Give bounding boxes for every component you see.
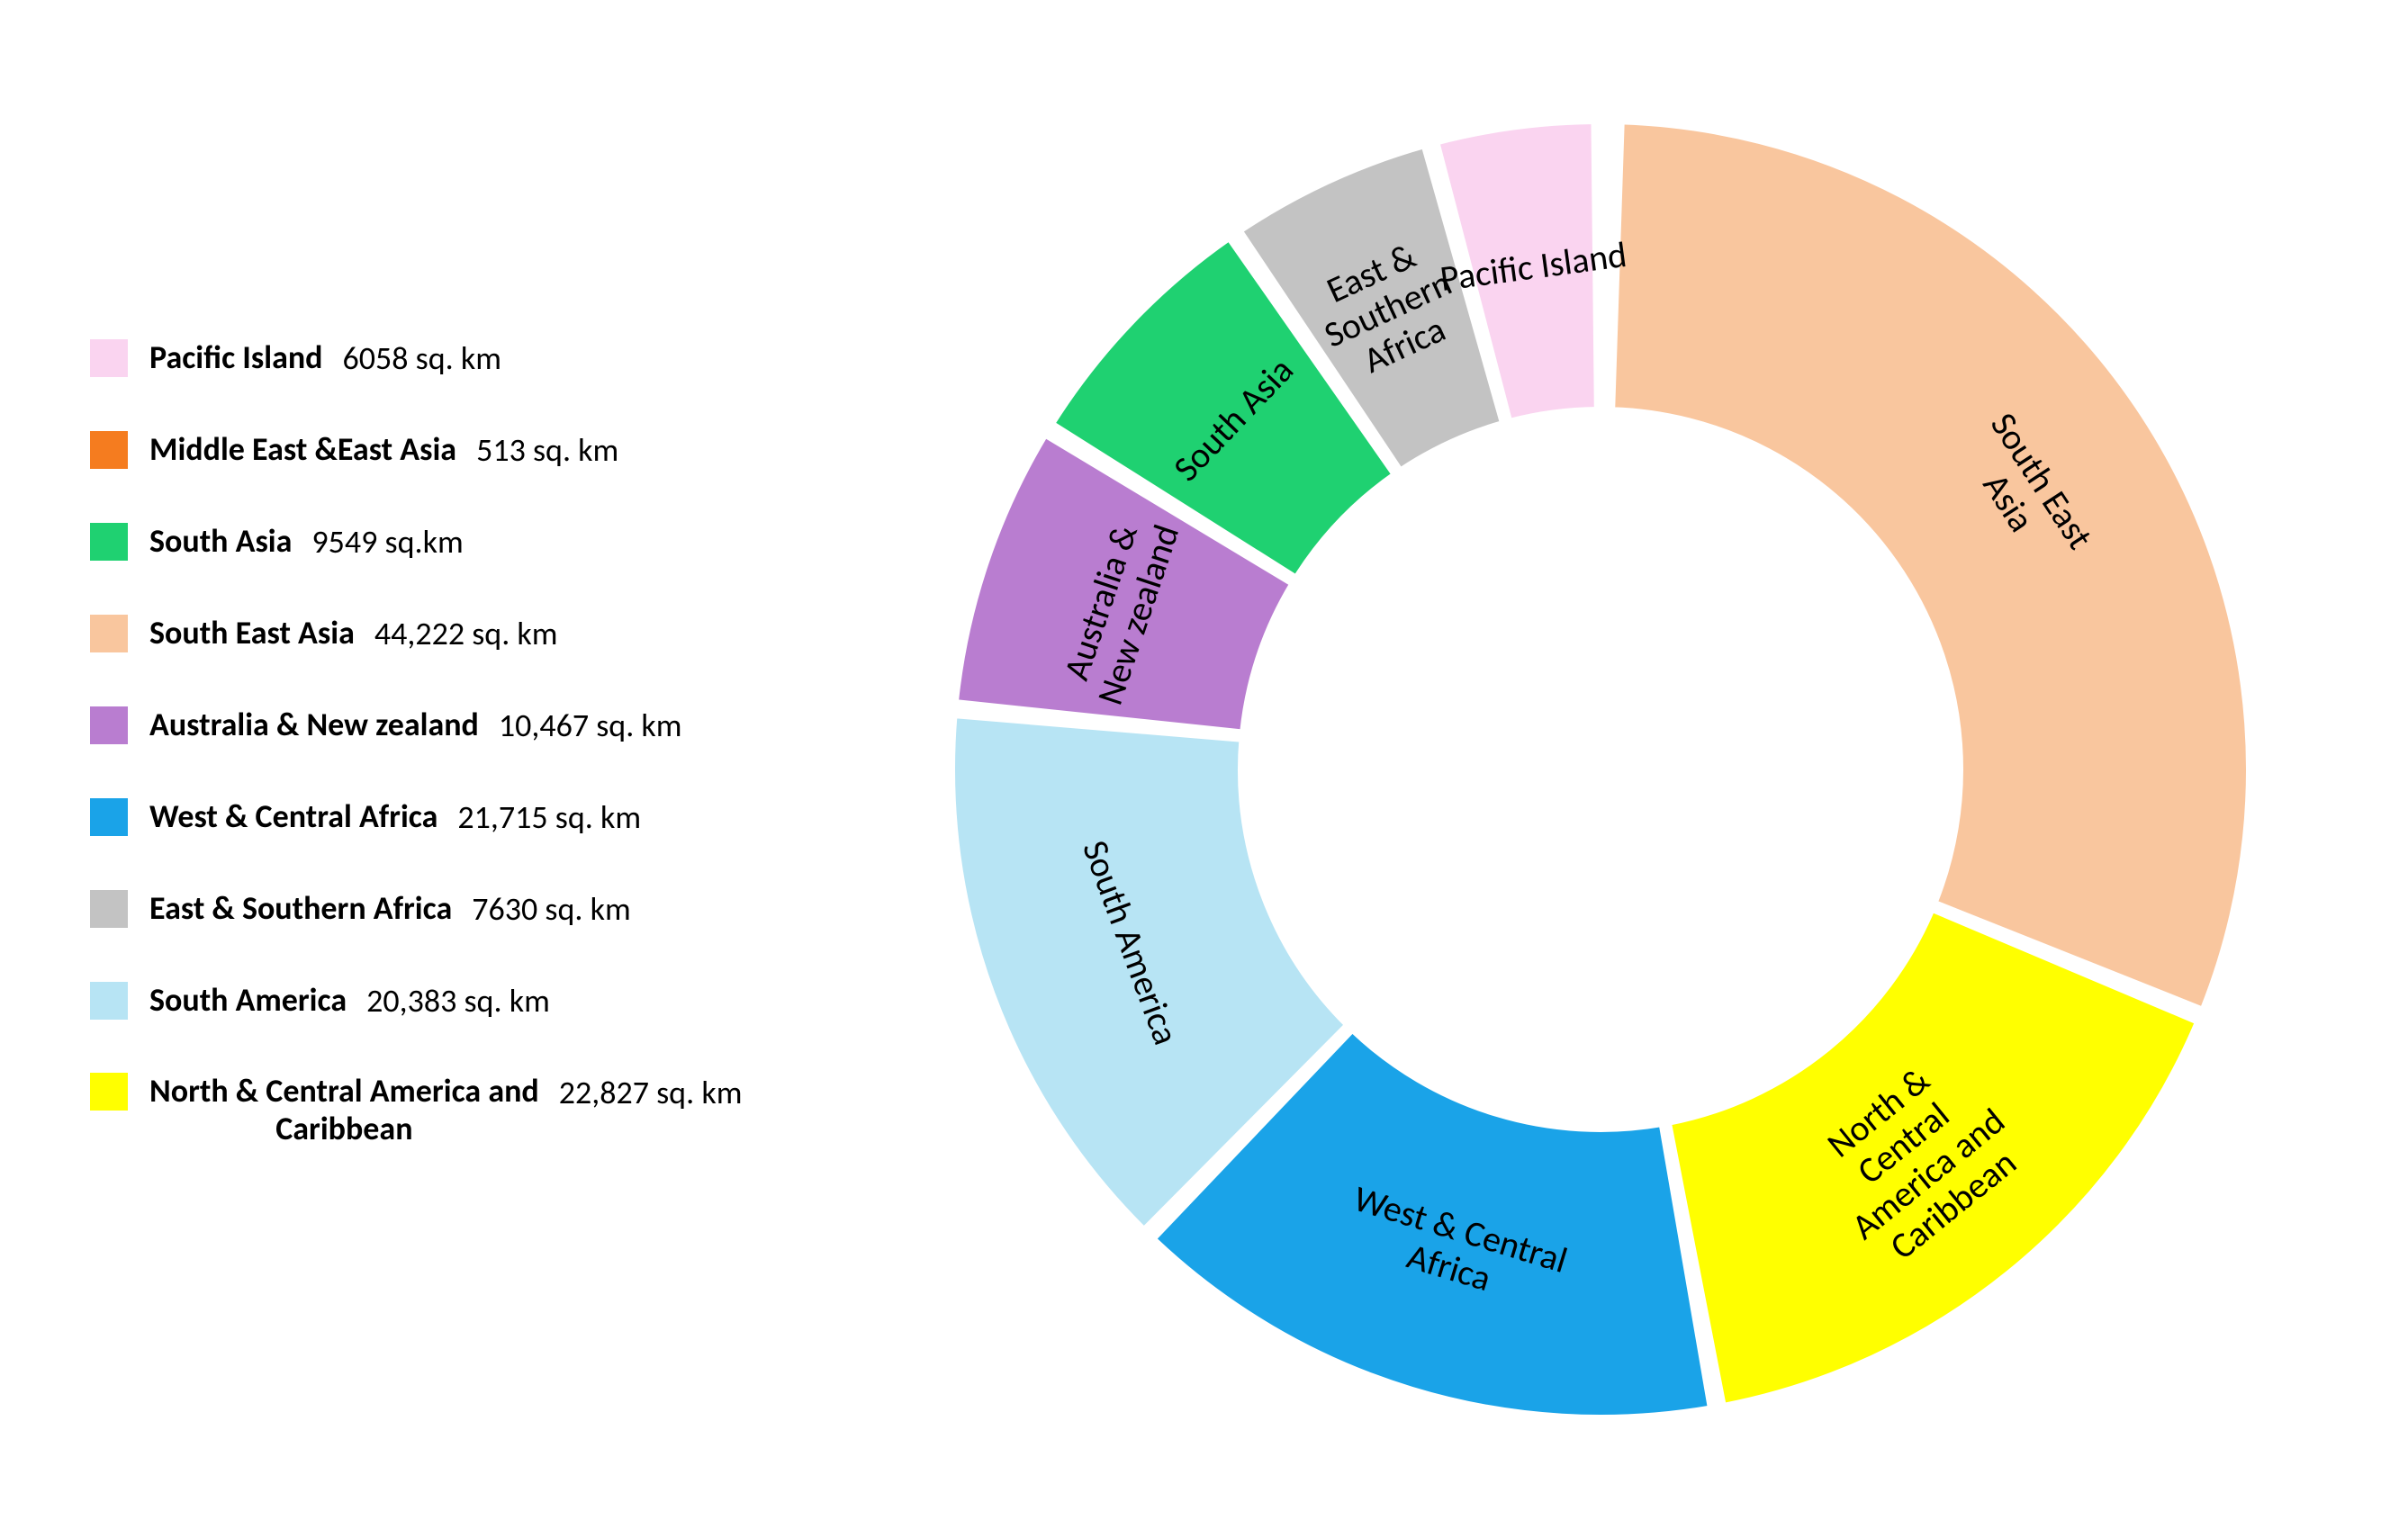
legend-item: Australia & New zealand 10,467 sq. km [90,706,828,745]
legend-swatch [90,431,128,469]
legend-value: 9549 sq.km [311,522,463,562]
legend-item: East & Southern Africa 7630 sq. km [90,889,828,929]
legend-item: Middle East &East Asia 513 sq. km [90,430,828,470]
legend-swatch [90,339,128,377]
legend-item: West & Central Africa 21,715 sq. km [90,797,828,837]
donut-chart: South EastAsiaNorth &CentralAmerica andC… [880,49,2321,1489]
legend-value: 21,715 sq. km [457,797,641,837]
legend-item: South Asia 9549 sq.km [90,522,828,562]
legend-label: North & Central America andCaribbean [149,1073,539,1147]
legend-swatch [90,982,128,1020]
legend-item: North & Central America andCaribbean 22,8… [90,1073,828,1147]
legend-label: South East Asia [149,615,355,652]
legend-value: 22,827 sq. km [559,1073,743,1112]
legend-label: West & Central Africa [149,798,437,835]
legend-value: 20,383 sq. km [366,981,550,1021]
legend-value: 10,467 sq. km [499,706,682,745]
legend: Pacific Island 6058 sq. km Middle East &Ea… [54,338,846,1200]
chart-container: Pacific Island 6058 sq. km Middle East &Ea… [0,0,2408,1538]
donut-chart-wrap: South EastAsiaNorth &CentralAmerica andC… [846,36,2354,1502]
legend-swatch [90,1073,128,1111]
legend-label: South Asia [149,523,292,560]
legend-label: East & Southern Africa [149,890,452,927]
donut-slice [1612,121,2249,1009]
legend-label: Australia & New zealand [149,706,479,743]
legend-item: Pacific Island 6058 sq. km [90,338,828,378]
legend-swatch [90,706,128,744]
legend-item: South East Asia 44,222 sq. km [90,614,828,653]
legend-value: 7630 sq. km [472,889,630,929]
legend-swatch [90,890,128,928]
legend-label: Pacific Island [149,339,323,376]
legend-label: South America [149,982,347,1019]
legend-value: 513 sq. km [476,430,618,470]
legend-swatch [90,523,128,561]
legend-item: South America 20,383 sq. km [90,981,828,1021]
legend-label: Middle East &East Asia [149,431,456,468]
legend-swatch [90,798,128,836]
legend-value: 6058 sq. km [343,338,501,378]
legend-value: 44,222 sq. km [374,614,558,653]
legend-swatch [90,615,128,652]
